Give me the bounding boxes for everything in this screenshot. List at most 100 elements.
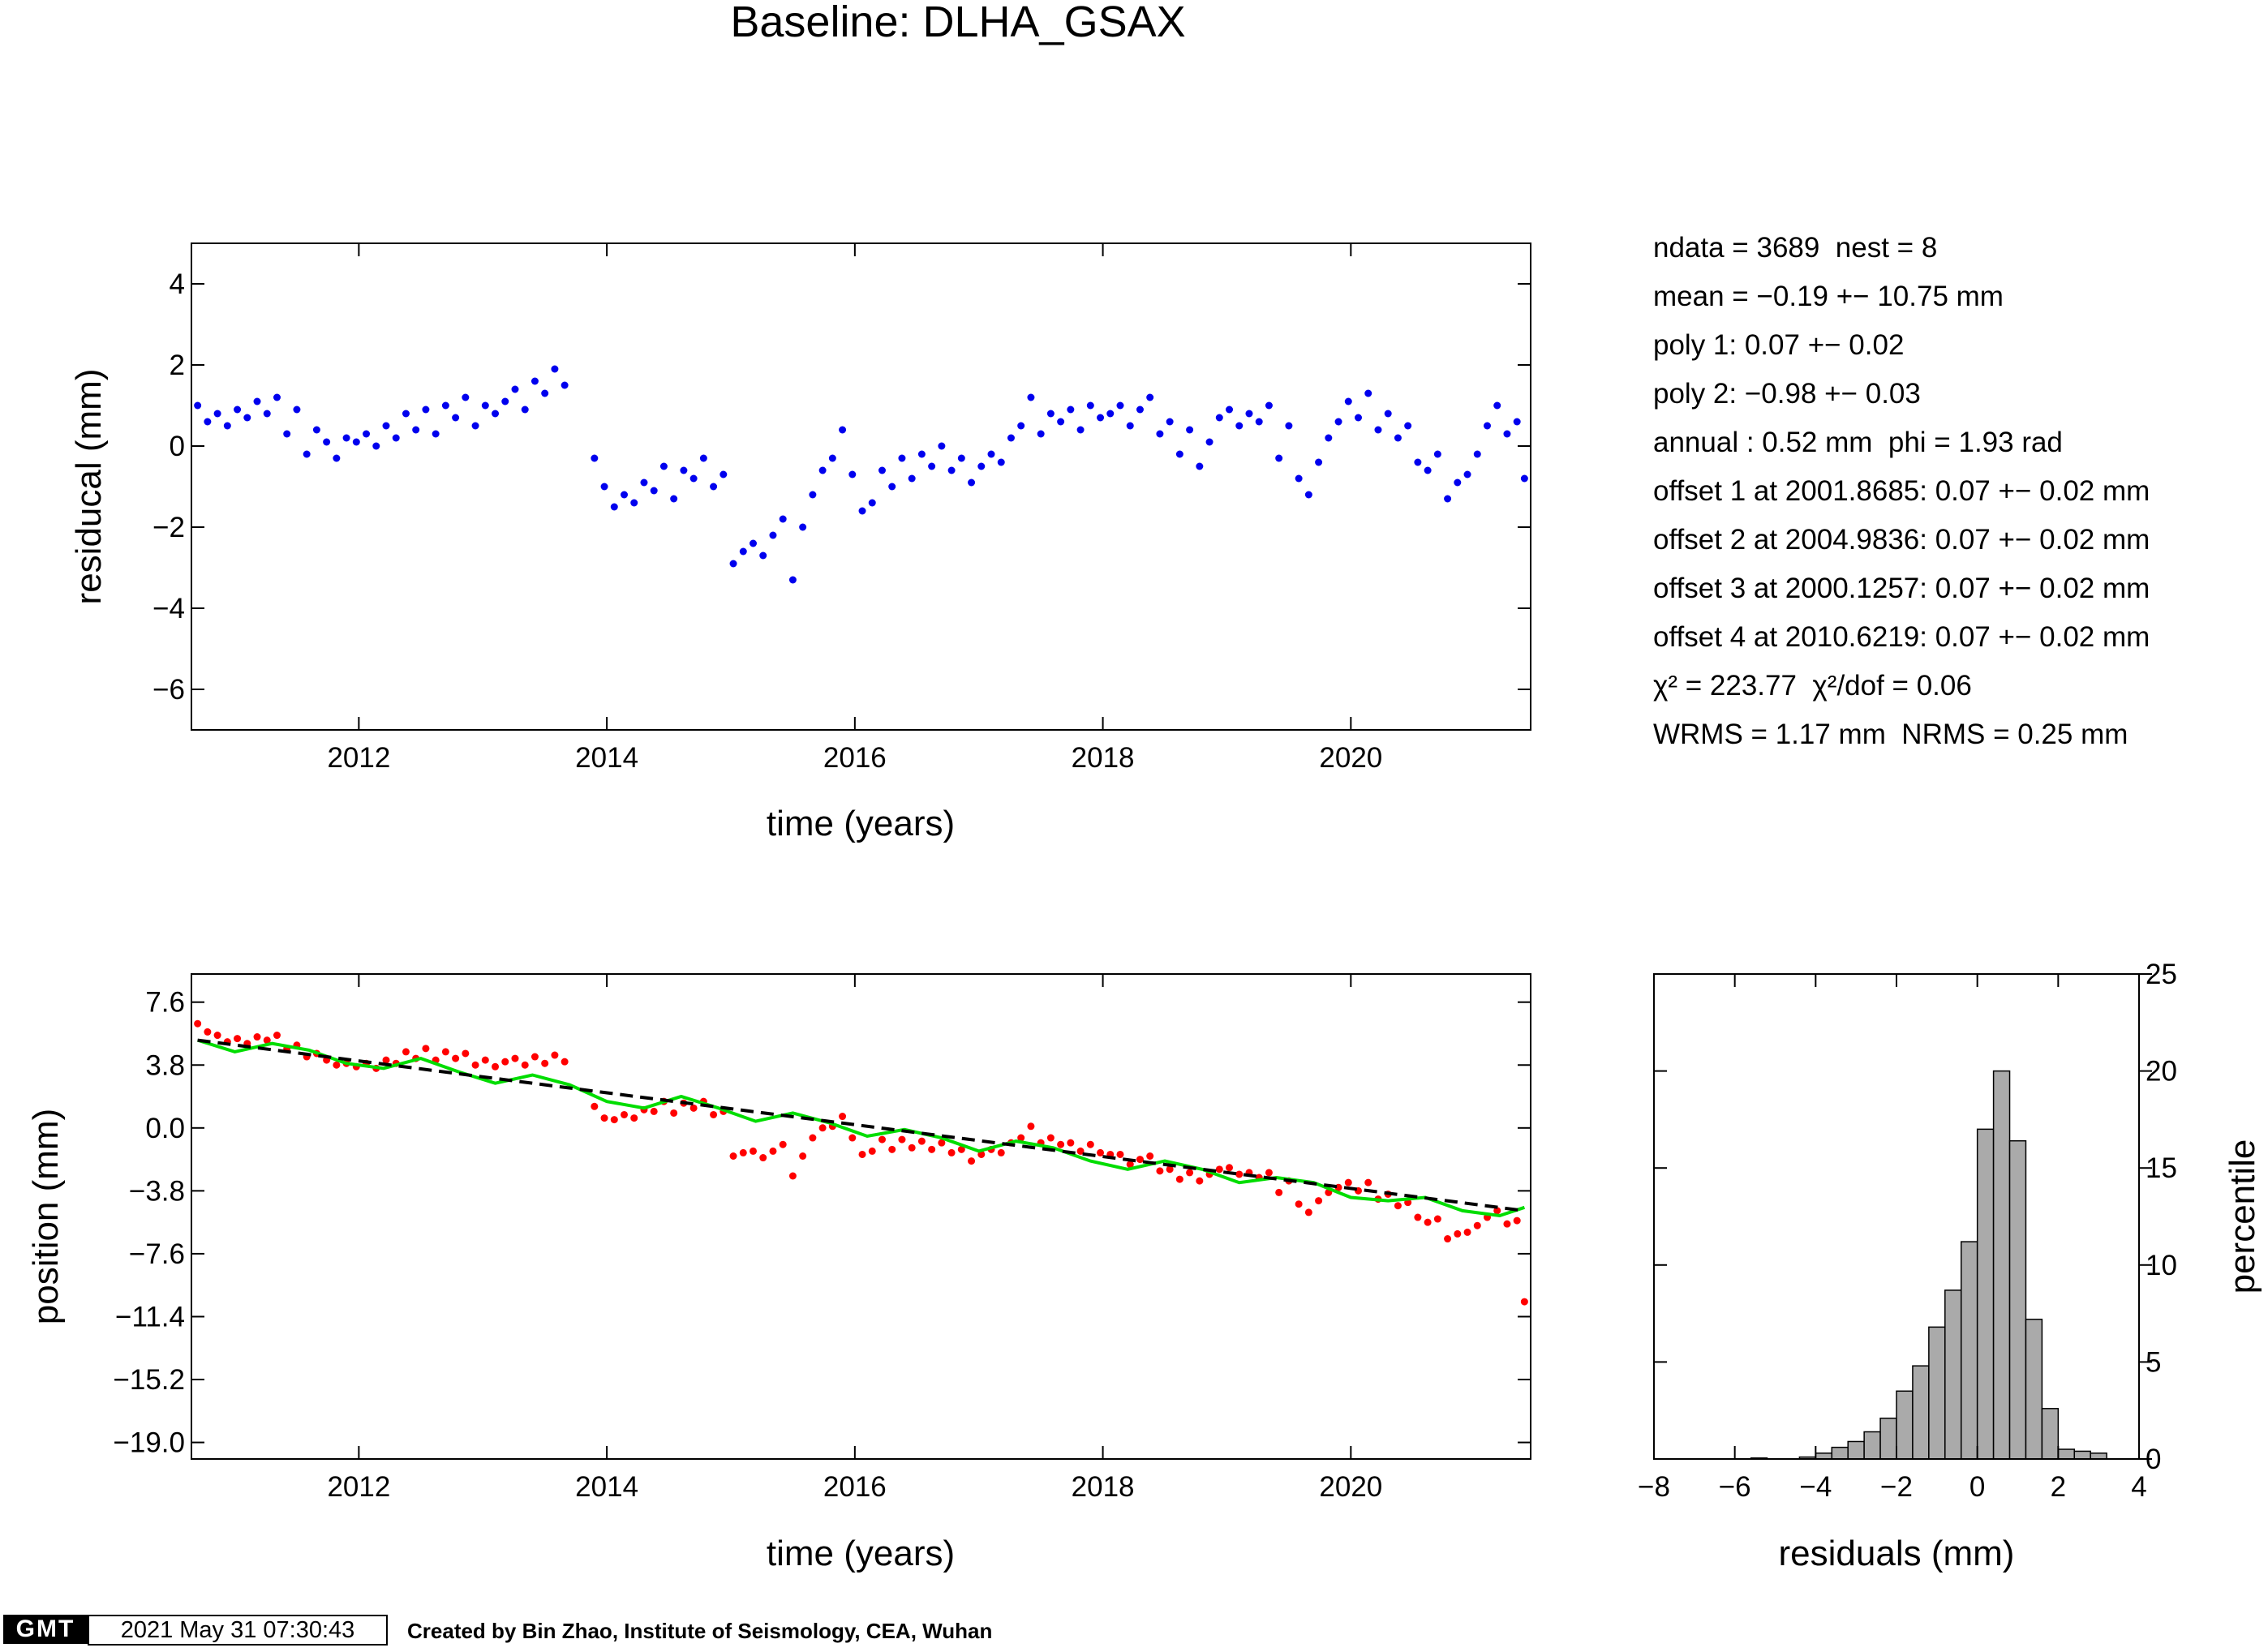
- position-x-label: time (years): [767, 1534, 955, 1573]
- position-points: [194, 1019, 1528, 1306]
- position-point: [471, 1061, 479, 1069]
- position-point: [848, 1134, 857, 1142]
- stat-chi-square: χ² = 223.77 χ²/dof = 0.06: [1653, 670, 1972, 702]
- residual-point: [779, 515, 787, 523]
- y-tick-label: −4: [152, 593, 185, 624]
- x-tick-label: 2: [2051, 1471, 2066, 1503]
- residual-point: [481, 401, 489, 410]
- position-point: [650, 1107, 658, 1115]
- residual-point: [908, 474, 916, 483]
- residual-point: [530, 377, 539, 385]
- y-tick-label: 7.6: [145, 987, 185, 1019]
- residual-point: [452, 414, 460, 422]
- position-point: [561, 1058, 569, 1066]
- residual-point: [1156, 430, 1164, 438]
- residual-point: [759, 551, 767, 560]
- y-tick-label: 10: [2146, 1250, 2177, 1281]
- y-tick-label: −19.0: [113, 1427, 185, 1459]
- residual-point: [968, 478, 976, 487]
- residual-point: [243, 414, 251, 422]
- y-tick-label: 3.8: [145, 1049, 185, 1081]
- x-tick-label: 2018: [1072, 1471, 1135, 1503]
- residual-point: [1433, 450, 1441, 458]
- position-point: [997, 1148, 1005, 1156]
- histogram-bar: [1944, 1289, 1962, 1460]
- position-point: [938, 1139, 946, 1147]
- residual-point: [947, 466, 956, 474]
- y-tick-label: 0: [170, 431, 185, 462]
- residual-point: [263, 410, 271, 418]
- stat-mean: mean = −0.19 +− 10.75 mm: [1653, 281, 2004, 312]
- position-point: [1226, 1164, 1234, 1172]
- y-tick-label: 4: [170, 268, 185, 300]
- residual-point: [253, 397, 261, 405]
- position-point: [511, 1054, 519, 1062]
- histogram-frame: [1653, 973, 2140, 1460]
- position-point: [710, 1110, 718, 1118]
- residual-point: [769, 531, 777, 539]
- position-point: [273, 1032, 281, 1040]
- position-y-label: position (mm): [26, 1109, 66, 1325]
- position-y-ticks: 7.6 3.8 0.0 −3.8 −7.6 −11.4 −15.2 −19.0: [113, 987, 1531, 1459]
- residual-point: [234, 405, 242, 414]
- residual-point: [630, 499, 638, 507]
- residual-point: [333, 454, 341, 462]
- stat-poly-2: poly 2: −0.98 +− 0.03: [1653, 378, 1921, 410]
- residual-point: [462, 393, 470, 401]
- position-point: [1076, 1147, 1085, 1155]
- position-point: [1017, 1134, 1025, 1142]
- histogram-bar: [1992, 1070, 2011, 1460]
- residual-point: [1136, 405, 1144, 414]
- stat-offset-4: offset 4 at 2010.6219: 0.07 +− 0.02 mm: [1653, 621, 2150, 653]
- position-point: [204, 1028, 212, 1036]
- position-point: [1520, 1298, 1528, 1306]
- residual-point: [818, 466, 827, 474]
- residual-point: [600, 483, 608, 491]
- position-point: [1493, 1207, 1501, 1215]
- x-tick-label: −4: [1799, 1471, 1832, 1503]
- position-point: [968, 1157, 976, 1165]
- residual-point: [363, 430, 371, 438]
- position-point: [769, 1147, 777, 1155]
- residual-point: [1295, 474, 1303, 483]
- residuals-x-ticks: 2012 2014 2016 2018 2020: [327, 243, 1382, 774]
- x-tick-label: −6: [1719, 1471, 1751, 1503]
- position-point: [213, 1032, 221, 1040]
- histogram-bar: [1928, 1326, 1946, 1460]
- residual-point: [957, 454, 965, 462]
- position-point: [1146, 1152, 1154, 1161]
- position-point: [1215, 1165, 1223, 1174]
- residual-point: [1414, 458, 1422, 466]
- stat-ndata: ndata = 3689 nest = 8: [1653, 232, 1938, 264]
- position-point: [1513, 1216, 1521, 1225]
- position-point: [1473, 1221, 1481, 1229]
- statistics-panel: ndata = 3689 nest = 8 mean = −0.19 +− 10…: [1653, 224, 2253, 759]
- residual-point: [640, 478, 648, 487]
- residual-point: [382, 422, 390, 430]
- y-tick-label: −3.8: [129, 1175, 185, 1207]
- position-point: [481, 1056, 489, 1064]
- histogram-bar: [1976, 1128, 1995, 1460]
- residual-point: [1503, 430, 1511, 438]
- histogram-bar: [2090, 1452, 2107, 1460]
- histogram-bar: [2008, 1139, 2027, 1460]
- position-point: [1196, 1177, 1204, 1185]
- position-point: [1315, 1197, 1323, 1205]
- x-tick-label: 2020: [1319, 742, 1382, 774]
- residual-point: [432, 430, 440, 438]
- histogram-y-label: percentile: [2223, 1139, 2262, 1294]
- position-point: [492, 1062, 500, 1071]
- x-tick-label: 2016: [823, 1471, 887, 1503]
- position-point: [1186, 1169, 1194, 1177]
- histogram-bar: [1863, 1431, 1881, 1460]
- residual-point: [1315, 458, 1323, 466]
- residual-point: [1325, 434, 1333, 442]
- position-point: [551, 1051, 559, 1059]
- position-point: [452, 1054, 460, 1062]
- residuals-frame: [191, 242, 1531, 731]
- y-tick-label: 25: [2146, 959, 2177, 990]
- position-point: [1156, 1167, 1164, 1175]
- position-point: [263, 1036, 271, 1045]
- residual-point: [788, 576, 797, 584]
